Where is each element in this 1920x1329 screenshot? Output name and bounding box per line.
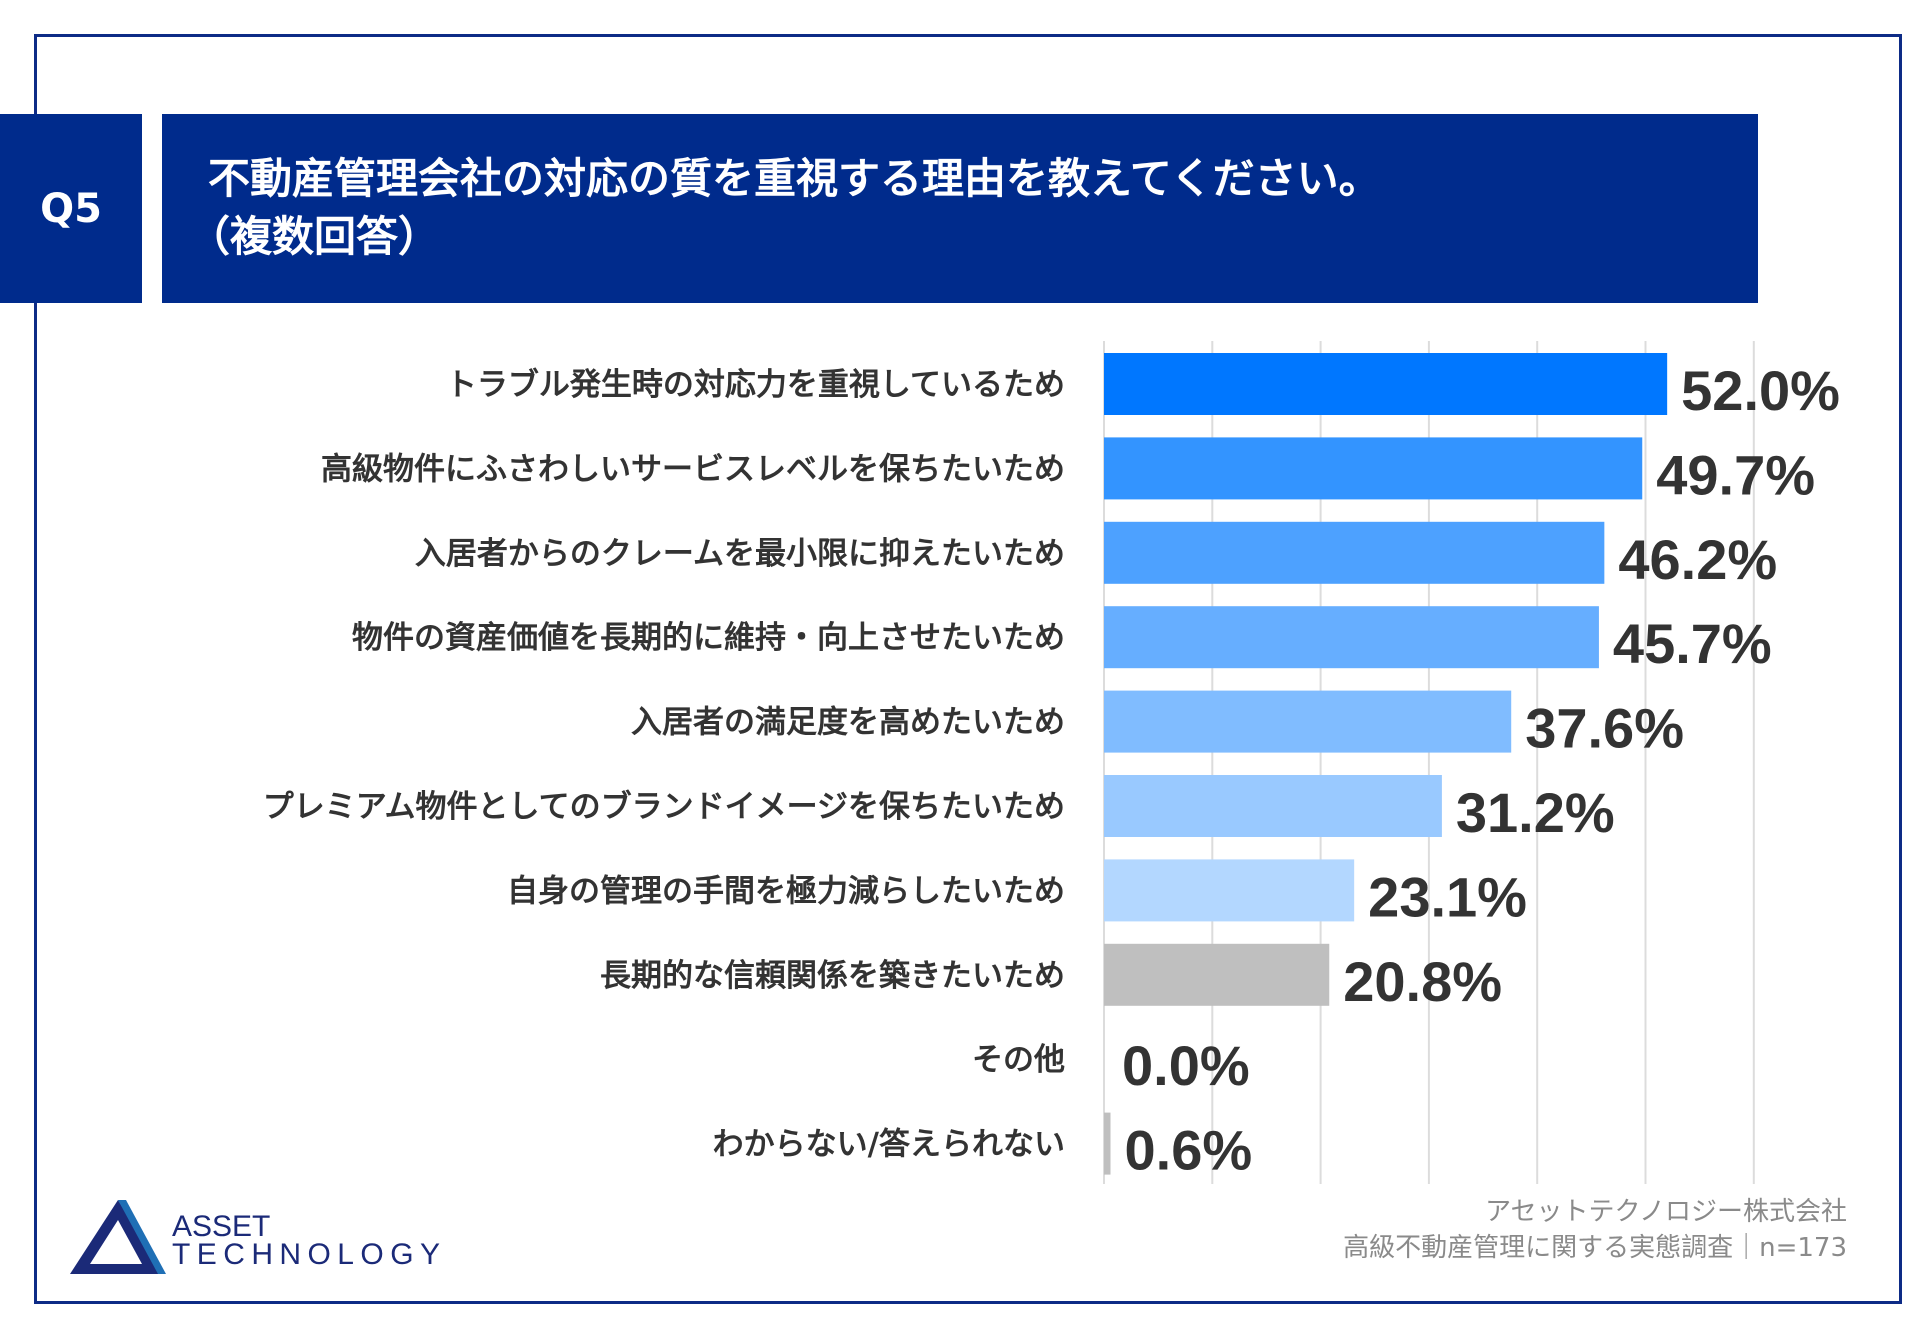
category-label: 入居者からのクレームを最小限に抑えたいため [415,536,1065,572]
category-label: 自身の管理の手間を極力減らしたいため [507,873,1065,909]
value-label: 31.2% [1456,781,1615,844]
bar [1104,1112,1111,1175]
question-title: 不動産管理会社の対応の質を重視する理由を教えてください。 [208,154,1381,203]
category-label: わからない/答えられない [713,1127,1065,1163]
question-number-badge: Q5 [0,114,142,303]
question-title-banner: 不動産管理会社の対応の質を重視する理由を教えてください。 （複数回答） [162,114,1758,303]
value-label: 52.0% [1681,359,1840,422]
category-label: 高級物件にふさわしいサービスレベルを保ちたいため [321,451,1065,487]
value-label: 46.2% [1618,528,1777,591]
value-label: 0.6% [1124,1119,1252,1182]
bar [1104,606,1599,669]
bar [1104,943,1330,1006]
footer-source: アセットテクノロジー株式会社 高級不動産管理に関する実態調査｜n=173 [1343,1194,1847,1266]
bar [1104,859,1355,922]
value-label: 45.7% [1613,612,1772,675]
value-label: 0.0% [1122,1034,1250,1097]
asset-technology-logo: ASSET TECHNOLOGY [70,1200,440,1274]
category-label: その他 [972,1042,1065,1078]
category-label: トラブル発生時の対応力を重視しているため [446,367,1065,403]
category-label: プレミアム物件としてのブランドイメージを保ちたいため [263,789,1065,825]
bar [1104,437,1643,500]
outer-frame [34,34,1902,1304]
bar [1104,690,1512,753]
bar [1104,521,1605,584]
value-label: 37.6% [1525,697,1684,760]
value-label: 49.7% [1656,443,1815,506]
value-label: 20.8% [1343,950,1502,1013]
bar [1104,775,1442,837]
category-label: 物件の資産価値を長期的に維持・向上させたいため [352,620,1065,656]
footer-survey: 高級不動産管理に関する実態調査｜n=173 [1343,1233,1847,1263]
footer-company: アセットテクノロジー株式会社 [1485,1197,1847,1227]
question-subtitle: （複数回答） [188,212,441,261]
value-label: 23.1% [1368,865,1527,928]
logo-text-asset: ASSET [172,1210,270,1243]
category-label: 入居者の満足度を高めたいため [631,705,1065,741]
category-label: 長期的な信頼関係を築きたいため [600,958,1065,994]
question-number: Q5 [40,185,102,232]
bar [1104,353,1668,415]
logo-text-technology: TECHNOLOGY [172,1238,440,1271]
